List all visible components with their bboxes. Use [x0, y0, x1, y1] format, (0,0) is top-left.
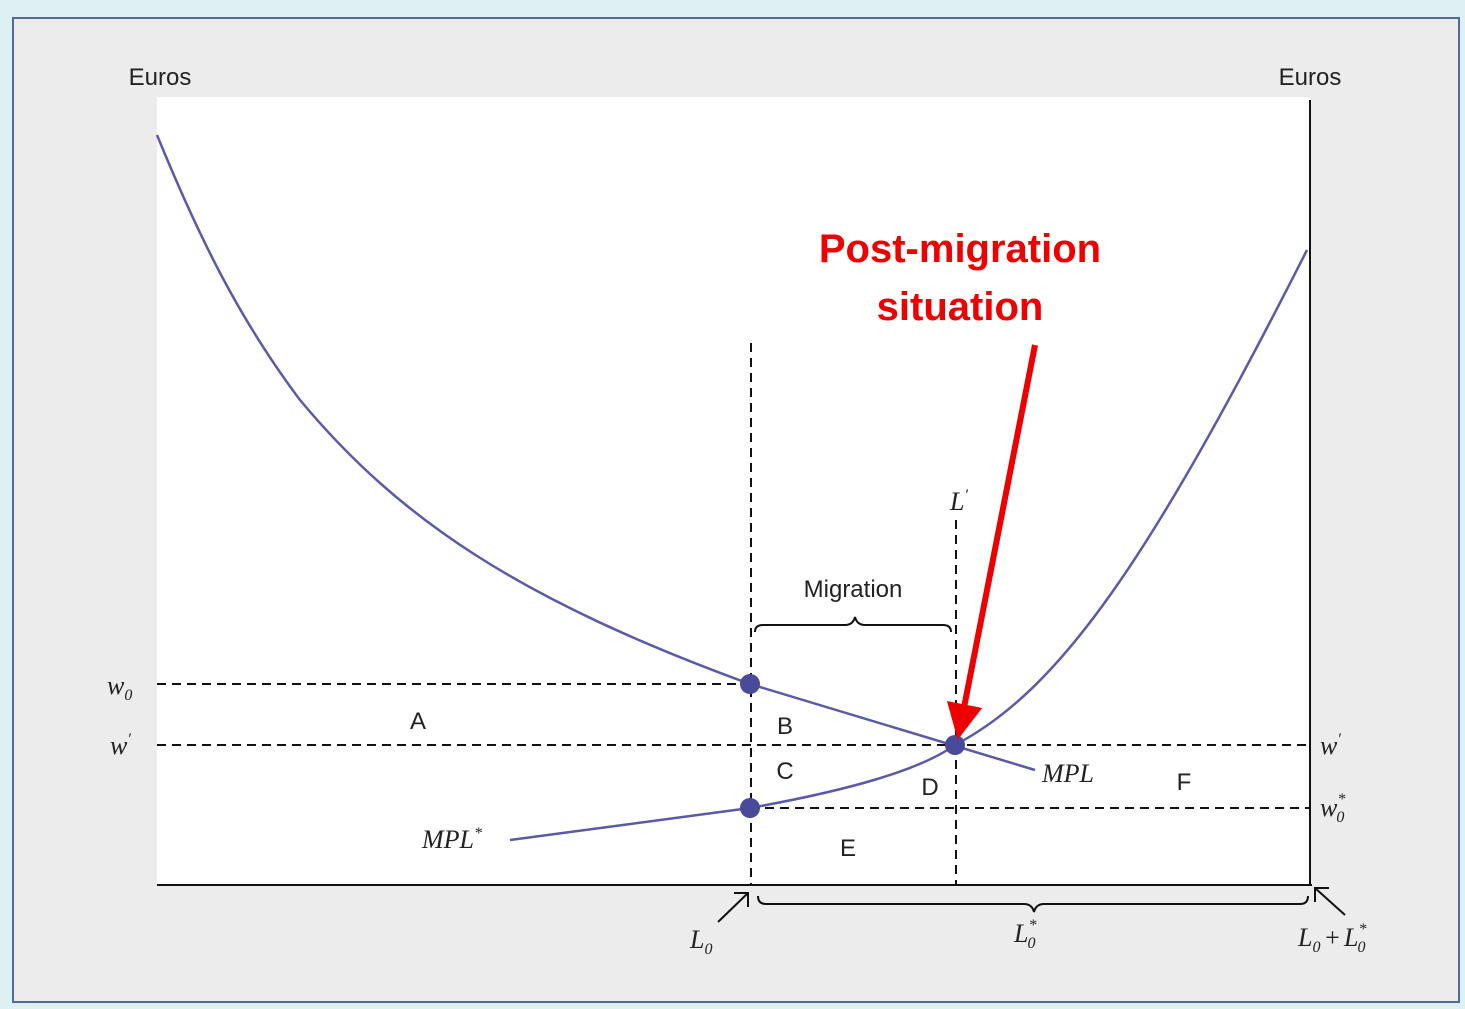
x-label: L′ — [949, 487, 968, 516]
brace-label: Migration — [804, 576, 903, 603]
sub: 0 — [1336, 809, 1344, 826]
mpl-star-curve — [509, 249, 1309, 842]
area-label: C — [776, 758, 793, 785]
point — [740, 798, 760, 818]
sup: ′ — [1337, 731, 1341, 748]
annotation: Post-migration — [819, 227, 1101, 271]
op: + — [1323, 923, 1341, 952]
base: w — [107, 671, 125, 700]
base: L — [689, 925, 704, 954]
annotation-arrow — [946, 344, 1038, 740]
point — [945, 735, 965, 755]
base: L — [1297, 923, 1312, 952]
x-label: L0 — [689, 925, 712, 958]
y-label: w′ — [110, 731, 131, 760]
mpl-curve — [155, 134, 1036, 772]
annotation: situation — [877, 285, 1044, 329]
sub: 0 — [1312, 939, 1320, 956]
axis-label: Euros — [129, 64, 192, 91]
base: w — [110, 731, 128, 760]
sup: * — [474, 825, 482, 842]
area-label: B — [777, 713, 793, 740]
sub: 0 — [1027, 935, 1035, 952]
plot-area — [157, 97, 1310, 885]
base: L — [1343, 923, 1358, 952]
sub: 0 — [704, 941, 712, 958]
area-label: F — [1177, 769, 1192, 796]
base: w — [1320, 793, 1338, 822]
base: w — [1320, 731, 1338, 760]
sup: * — [1337, 791, 1345, 808]
sup: ′ — [964, 487, 968, 504]
y-label: w* 0 — [1320, 791, 1345, 826]
base: L — [1013, 919, 1028, 948]
x-label: L0 + L* 0 — [1297, 921, 1366, 956]
curve-label: MPL — [1041, 759, 1094, 788]
migration-brace — [754, 616, 952, 633]
y-label: w′ — [1320, 731, 1341, 760]
sup: ′ — [127, 731, 131, 748]
area-label: A — [410, 708, 426, 735]
base: L — [949, 487, 964, 516]
sub: 0 — [124, 687, 132, 704]
x-label: L* 0 — [1013, 917, 1036, 952]
sub: 0 — [1357, 939, 1365, 956]
y-label: w0 — [107, 671, 132, 704]
l0-star-brace — [757, 895, 1309, 913]
area-label: E — [840, 835, 856, 862]
curve-label: MPL* — [421, 825, 482, 854]
sup: * — [1358, 921, 1366, 938]
total-arrow — [1314, 887, 1346, 916]
point — [740, 674, 760, 694]
axis-label: Euros — [1279, 64, 1342, 91]
base: MPL — [421, 825, 474, 854]
area-label: D — [921, 774, 938, 801]
sup: * — [1028, 917, 1036, 934]
l0-arrow — [717, 892, 749, 923]
